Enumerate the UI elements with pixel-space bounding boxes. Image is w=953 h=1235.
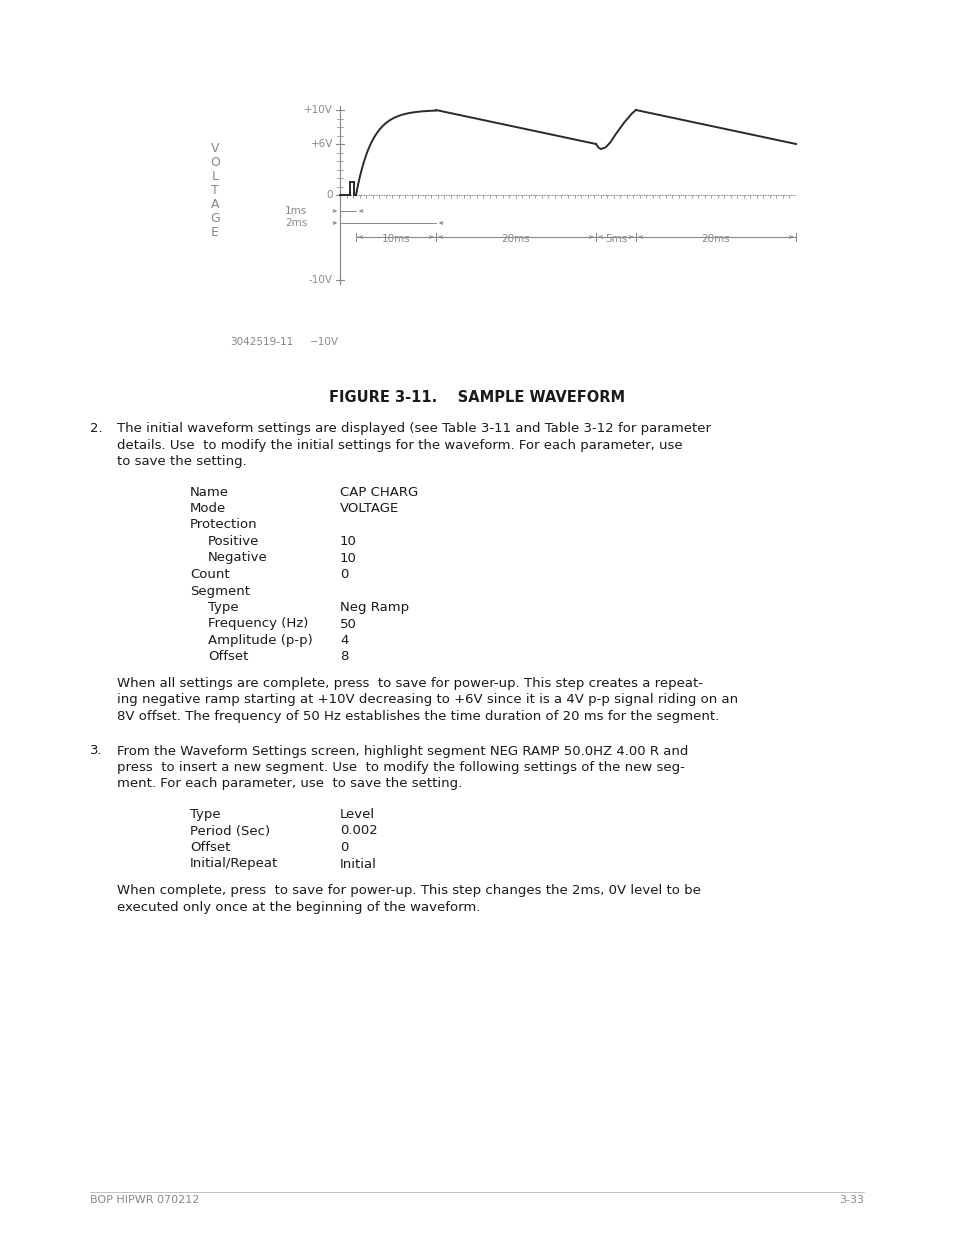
Text: Amplitude (p-p): Amplitude (p-p)	[208, 634, 313, 647]
Text: T: T	[211, 184, 218, 196]
Text: FIGURE 3-11.    SAMPLE WAVEFORM: FIGURE 3-11. SAMPLE WAVEFORM	[329, 390, 624, 405]
Text: executed only once at the beginning of the waveform.: executed only once at the beginning of t…	[117, 900, 480, 914]
Text: 8: 8	[339, 651, 348, 663]
Text: 50: 50	[339, 618, 356, 631]
Text: G: G	[210, 211, 219, 225]
Text: Segment: Segment	[190, 584, 250, 598]
Text: Name: Name	[190, 485, 229, 499]
Text: 20ms: 20ms	[501, 233, 530, 245]
Text: 10: 10	[339, 552, 356, 564]
Text: Negative: Negative	[208, 552, 268, 564]
Text: 5ms: 5ms	[604, 233, 626, 245]
Text: BOP HIPWR 070212: BOP HIPWR 070212	[90, 1195, 199, 1205]
Text: to save the setting.: to save the setting.	[117, 454, 247, 468]
Text: Offset: Offset	[208, 651, 248, 663]
Text: The initial waveform settings are displayed (see Table 3-11 and Table 3-12 for p: The initial waveform settings are displa…	[117, 422, 710, 435]
Text: Mode: Mode	[190, 501, 226, 515]
Text: +6V: +6V	[311, 140, 333, 149]
Text: ing negative ramp starting at +10V decreasing to +6V since it is a 4V p-p signal: ing negative ramp starting at +10V decre…	[117, 694, 738, 706]
Text: ment. For each parameter, use  to save the setting.: ment. For each parameter, use to save th…	[117, 778, 462, 790]
Text: 1ms: 1ms	[285, 206, 307, 216]
Text: Frequency (Hz): Frequency (Hz)	[208, 618, 308, 631]
Text: -10V: -10V	[309, 275, 333, 285]
Text: CAP CHARG: CAP CHARG	[339, 485, 417, 499]
Text: Initial: Initial	[339, 857, 376, 871]
Text: Level: Level	[339, 808, 375, 821]
Text: L: L	[212, 169, 218, 183]
Text: 8V offset. The frequency of 50 Hz establishes the time duration of 20 ms for the: 8V offset. The frequency of 50 Hz establ…	[117, 710, 719, 722]
Text: 10: 10	[339, 535, 356, 548]
Text: 10ms: 10ms	[381, 233, 410, 245]
Text: 3.: 3.	[90, 745, 103, 757]
Text: 4: 4	[339, 634, 348, 647]
Text: O: O	[210, 156, 220, 168]
Text: press  to insert a new segment. Use  to modify the following settings of the new: press to insert a new segment. Use to mo…	[117, 761, 684, 774]
Text: 0: 0	[339, 568, 348, 580]
Text: 0: 0	[326, 190, 333, 200]
Text: Initial/Repeat: Initial/Repeat	[190, 857, 278, 871]
Text: Positive: Positive	[208, 535, 259, 548]
Text: From the Waveform Settings screen, highlight segment NEG RAMP 50.0HZ 4.00 R and: From the Waveform Settings screen, highl…	[117, 745, 688, 757]
Text: Count: Count	[190, 568, 230, 580]
Text: Period (Sec): Period (Sec)	[190, 825, 270, 837]
Text: −10V: −10V	[310, 337, 338, 347]
Text: E: E	[211, 226, 218, 238]
Text: 3-33: 3-33	[838, 1195, 863, 1205]
Text: VOLTAGE: VOLTAGE	[339, 501, 399, 515]
Text: V: V	[211, 142, 219, 154]
Text: 20ms: 20ms	[700, 233, 730, 245]
Text: Protection: Protection	[190, 519, 257, 531]
Text: 3042519-11: 3042519-11	[230, 337, 293, 347]
Text: Neg Ramp: Neg Ramp	[339, 601, 409, 614]
Text: Type: Type	[208, 601, 238, 614]
Text: 0.002: 0.002	[339, 825, 377, 837]
Text: 0: 0	[339, 841, 348, 853]
Text: When complete, press  to save for power-up. This step changes the 2ms, 0V level : When complete, press to save for power-u…	[117, 884, 700, 897]
Text: 2.: 2.	[90, 422, 103, 435]
Text: Offset: Offset	[190, 841, 230, 853]
Text: Type: Type	[190, 808, 220, 821]
Text: A: A	[211, 198, 219, 210]
Text: details. Use  to modify the initial settings for the waveform. For each paramete: details. Use to modify the initial setti…	[117, 438, 686, 452]
Text: 2ms: 2ms	[285, 219, 307, 228]
Text: When all settings are complete, press  to save for power-up. This step creates a: When all settings are complete, press to…	[117, 677, 702, 690]
Text: +10V: +10V	[304, 105, 333, 115]
